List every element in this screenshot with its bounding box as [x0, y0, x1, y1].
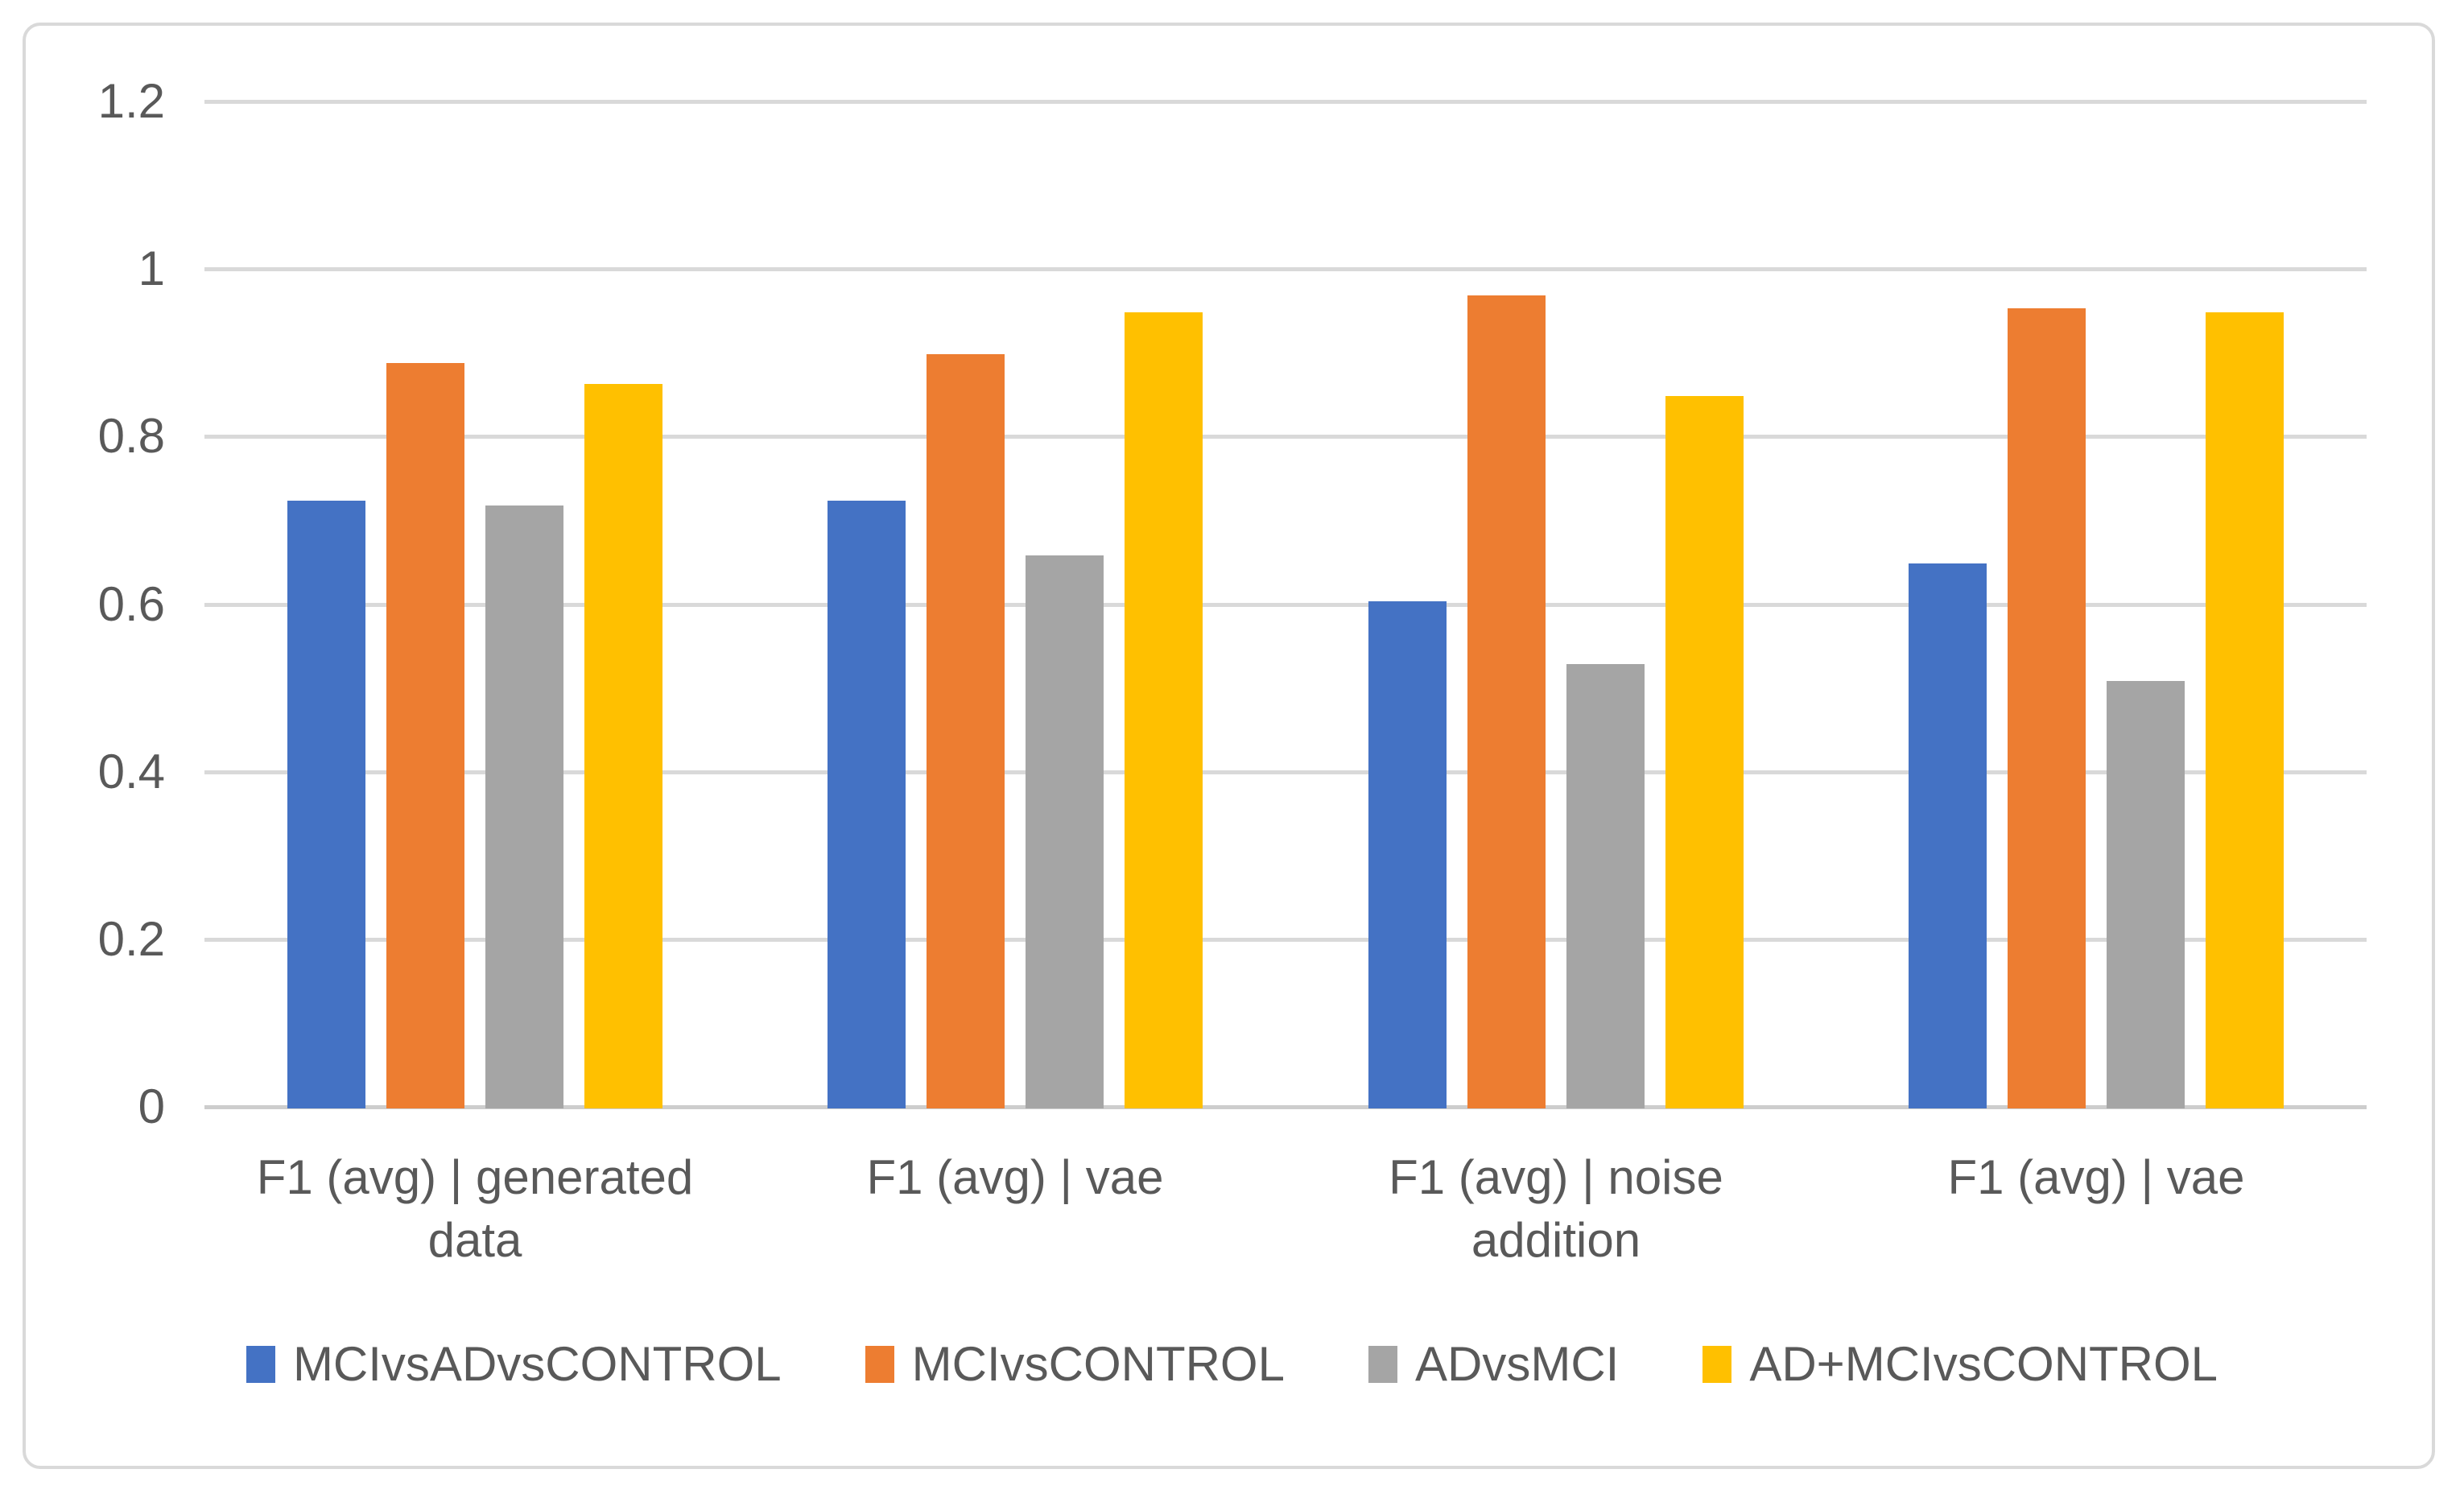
legend-item-MCIvsCONTROL[interactable]: MCIvsCONTROL: [865, 1336, 1285, 1393]
category-label-3: F1 (avg) | noise addition: [1274, 1146, 1838, 1272]
bar-MCIvsADvsCONTROL-group2[interactable]: [828, 501, 906, 1108]
legend-label: MCIvsADvsCONTROL: [292, 1337, 782, 1391]
legend-marker-icon: [1368, 1346, 1397, 1383]
bar-ADvsMCI-group3[interactable]: [1566, 664, 1645, 1108]
legend-marker-icon: [1703, 1346, 1732, 1383]
y-tick-label-0.6: 0.6: [97, 576, 165, 631]
bar-MCIvsADvsCONTROL-group1[interactable]: [287, 501, 365, 1108]
category-label-line: data: [427, 1213, 522, 1267]
y-gridline: [204, 770, 2367, 774]
category-label-line: F1 (avg) | vae: [866, 1150, 1164, 1204]
bar-ADvsMCI-group2[interactable]: [1026, 555, 1104, 1108]
legend-marker-icon: [246, 1346, 275, 1383]
bar-AD+MCIvsCONTROL-group1[interactable]: [584, 384, 662, 1108]
category-label-1: F1 (avg) | generated data: [193, 1146, 757, 1272]
legend-label: MCIvsCONTROL: [911, 1337, 1285, 1391]
category-label-line: addition: [1471, 1213, 1641, 1267]
y-tick-label-1.2: 1.2: [97, 74, 165, 128]
y-gridline: [204, 602, 2367, 607]
bar-ADvsMCI-group1[interactable]: [485, 506, 563, 1108]
y-gridline: [204, 435, 2367, 439]
y-tick-label-1: 1: [138, 241, 165, 296]
y-gridline: [204, 937, 2367, 942]
bar-MCIvsADvsCONTROL-group3[interactable]: [1368, 601, 1447, 1108]
bar-MCIvsADvsCONTROL-group4[interactable]: [1909, 563, 1987, 1108]
legend-marker-icon: [865, 1346, 894, 1383]
bar-MCIvsCONTROL-group2[interactable]: [927, 354, 1005, 1108]
plot-area: [204, 100, 2367, 1110]
legend-item-MCIvsADvsCONTROL[interactable]: MCIvsADvsCONTROL: [246, 1336, 782, 1393]
legend-label: AD+MCIvsCONTROL: [1749, 1337, 2218, 1391]
category-label-line: F1 (avg) | noise: [1389, 1150, 1723, 1204]
legend: MCIvsADvsCONTROL MCIvsCONTROL ADvsMCI AD+MC…: [0, 1336, 2464, 1393]
y-tick-label-0.2: 0.2: [97, 911, 165, 966]
y-gridline: [204, 267, 2367, 272]
bar-ADvsMCI-group4[interactable]: [2107, 681, 2185, 1108]
legend-item-ADvsMCI[interactable]: ADvsMCI: [1368, 1336, 1619, 1393]
y-tick-label-0.4: 0.4: [97, 744, 165, 799]
bar-AD+MCIvsCONTROL-group2[interactable]: [1125, 312, 1203, 1108]
category-label-line: F1 (avg) | generated: [256, 1150, 694, 1204]
bar-MCIvsCONTROL-group4[interactable]: [2008, 308, 2086, 1108]
y-tick-label-0.8: 0.8: [97, 409, 165, 464]
category-label-4: F1 (avg) | vae: [1814, 1146, 2378, 1209]
category-label-2: F1 (avg) | vae: [733, 1146, 1297, 1209]
x-axis-line: [204, 1105, 2367, 1109]
legend-item-AD+MCIvsCONTROL[interactable]: AD+MCIvsCONTROL: [1703, 1336, 2218, 1393]
legend-label: ADvsMCI: [1414, 1337, 1620, 1391]
bar-MCIvsCONTROL-group3[interactable]: [1467, 295, 1546, 1108]
bar-MCIvsCONTROL-group1[interactable]: [386, 363, 464, 1108]
bar-AD+MCIvsCONTROL-group3[interactable]: [1665, 396, 1744, 1108]
category-label-line: F1 (avg) | vae: [1947, 1150, 2245, 1204]
y-tick-label-0: 0: [138, 1079, 165, 1133]
bar-AD+MCIvsCONTROL-group4[interactable]: [2206, 312, 2284, 1108]
y-gridline: [204, 100, 2367, 104]
